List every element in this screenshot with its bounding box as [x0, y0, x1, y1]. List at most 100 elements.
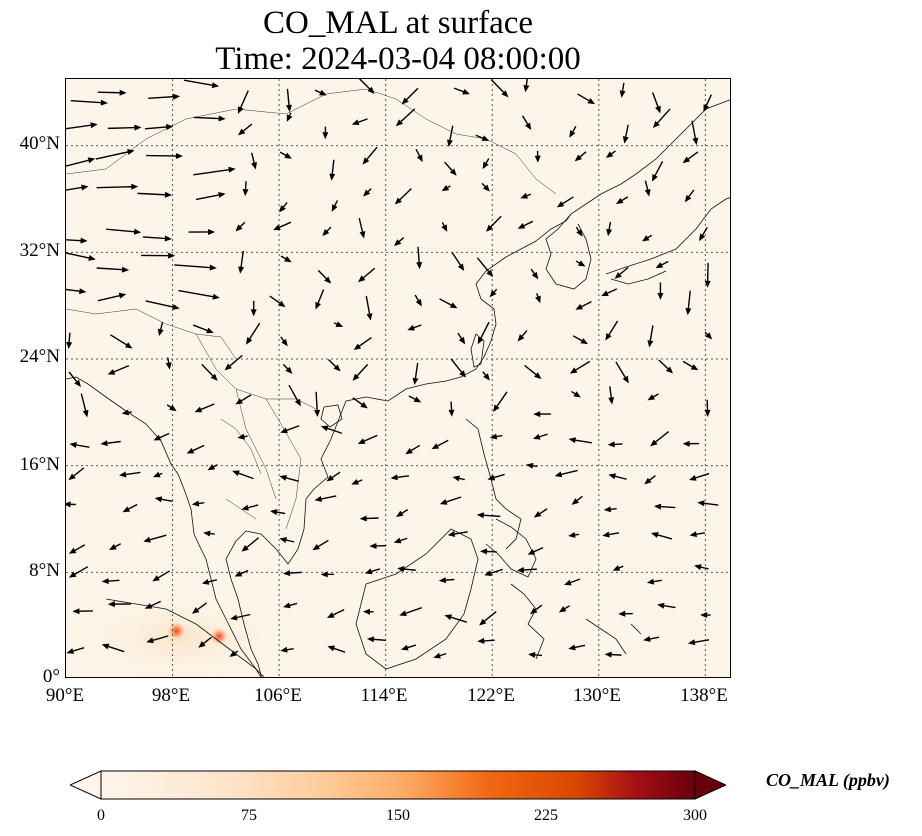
- wind-arrow: [241, 504, 259, 511]
- wind-arrow: [441, 184, 451, 192]
- colorbar-gradient: [100, 770, 696, 800]
- lon-label-122: 122°E: [467, 685, 515, 706]
- wind-arrow: [407, 324, 422, 331]
- wind-arrow: [532, 433, 548, 440]
- wind-arrow: [250, 300, 257, 317]
- wind-arrow: [241, 537, 260, 552]
- wind-arrow: [119, 471, 141, 478]
- colorbar: [70, 770, 726, 800]
- wind-arrow: [481, 182, 490, 192]
- coastline-philippines-mindanao: [485, 518, 537, 578]
- wind-arrow: [237, 123, 253, 136]
- wind-arrow: [165, 357, 172, 370]
- lon-label-130: 130°E: [573, 685, 621, 706]
- wind-arrow: [487, 473, 505, 481]
- wind-arrow: [242, 181, 249, 197]
- wind-arrow: [408, 395, 422, 403]
- wind-arrow: [441, 222, 448, 232]
- wind-arrow: [357, 434, 378, 444]
- wind-arrow: [606, 221, 613, 237]
- wind-arrow: [154, 496, 173, 503]
- wind-arrow: [700, 612, 711, 619]
- wind-arrow: [110, 334, 133, 349]
- wind-arrow: [66, 157, 96, 167]
- wind-arrow: [477, 321, 490, 345]
- wind-arrow: [619, 82, 626, 98]
- wind-arrow: [314, 89, 327, 96]
- lat-label-16: 16°N: [19, 454, 60, 475]
- wind-arrow: [250, 152, 257, 170]
- wind-arrow: [438, 577, 455, 584]
- wind-arrow: [457, 332, 466, 345]
- wind-arrow: [655, 260, 669, 269]
- wind-arrow: [66, 122, 98, 130]
- wind-arrow: [704, 262, 711, 288]
- wind-arrow: [351, 479, 363, 485]
- wind-arrow: [286, 112, 293, 122]
- coastline-borneo: [355, 528, 479, 670]
- wind-arrow: [643, 636, 660, 642]
- wind-arrow: [353, 337, 372, 351]
- wind-arrow: [320, 425, 343, 434]
- wind-arrow: [100, 440, 121, 447]
- wind-arrow: [444, 161, 457, 176]
- wind-arrow: [68, 467, 85, 481]
- wind-arrow: [650, 430, 670, 447]
- wind-arrow: [575, 226, 583, 237]
- wind-arrow: [572, 335, 589, 345]
- colorbar-tick-150: 150: [386, 807, 410, 824]
- wind-arrow: [568, 644, 586, 651]
- wind-arrow: [405, 444, 421, 455]
- wind-arrow: [412, 362, 419, 386]
- wind-arrow: [439, 298, 458, 309]
- wind-arrow: [703, 94, 712, 112]
- wind-arrow: [152, 570, 171, 582]
- wind-arrow: [476, 512, 501, 519]
- wind-arrow: [651, 532, 673, 540]
- wind-arrow: [644, 474, 656, 485]
- wind-arrow: [101, 643, 125, 653]
- wind-arrow: [516, 567, 537, 573]
- wind-arrow: [283, 570, 302, 577]
- wind-arrow: [569, 125, 577, 138]
- lat-label-40: 40°N: [19, 133, 60, 154]
- wind-arrow: [558, 605, 570, 613]
- wind-arrow: [362, 608, 374, 615]
- wind-arrow: [364, 568, 381, 575]
- wind-arrow: [96, 183, 139, 190]
- wind-arrow: [68, 566, 89, 578]
- wind-arrow: [326, 471, 341, 482]
- wind-arrow: [651, 160, 664, 182]
- wind-arrow: [358, 267, 376, 283]
- border-himalaya: [66, 308, 237, 360]
- lat-label-0: 0°: [42, 666, 60, 687]
- wind-arrow: [288, 384, 301, 407]
- map-background: [66, 79, 730, 677]
- wind-arrow: [143, 534, 167, 543]
- wind-arrow: [535, 293, 541, 304]
- wind-arrow: [66, 332, 73, 350]
- wind-arrow: [685, 290, 692, 316]
- wind-arrow: [607, 441, 623, 448]
- wind-arrow: [603, 506, 617, 513]
- wind-arrow: [604, 651, 622, 658]
- wind-arrow: [527, 547, 544, 555]
- coastline-sumatra: [105, 598, 265, 677]
- wind-arrow: [608, 386, 615, 405]
- coastline-mainland: [66, 376, 262, 677]
- wind-arrow: [358, 217, 366, 239]
- wind-arrow: [279, 475, 299, 482]
- coastlines: [66, 99, 730, 677]
- wind-arrow: [366, 636, 386, 643]
- lon-label-90: 90°E: [45, 685, 85, 706]
- wind-arrow: [448, 401, 455, 417]
- lon-label-114: 114°E: [360, 685, 408, 706]
- wind-arrow: [482, 158, 490, 170]
- wind-arrow: [66, 184, 89, 191]
- coastline-sulawesi: [510, 583, 545, 660]
- wind-arrow: [691, 120, 699, 146]
- wind-arrow: [397, 566, 416, 573]
- wind-arrow: [415, 148, 423, 163]
- colorbar-max-extend: [694, 770, 726, 800]
- wind-arrow: [571, 495, 583, 505]
